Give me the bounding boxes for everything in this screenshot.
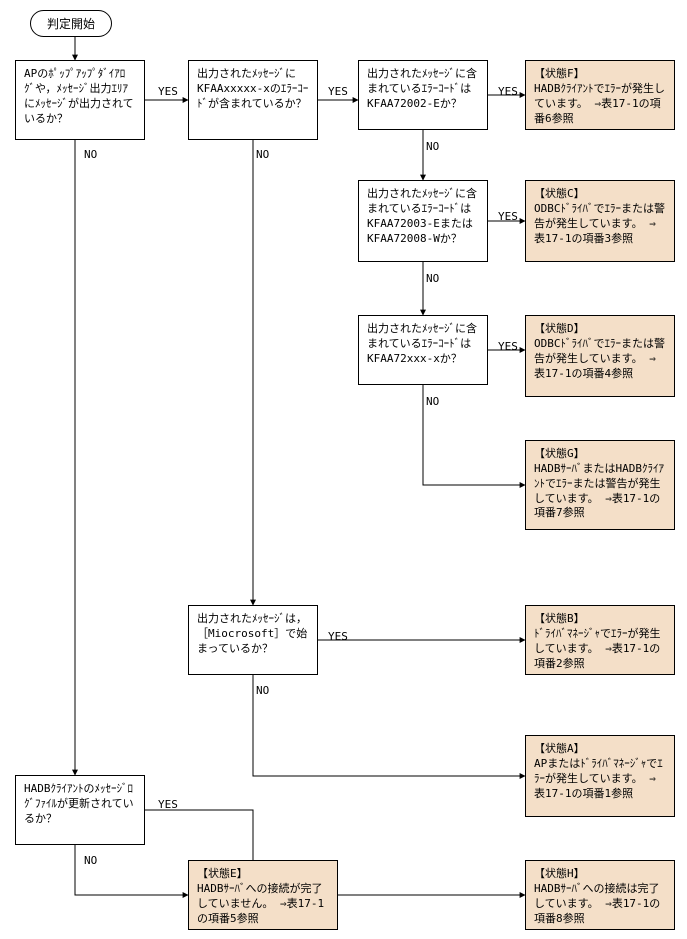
rc-title: 【状態C】 — [534, 187, 585, 200]
rd-title: 【状態D】 — [534, 322, 585, 335]
re-body: HADBｻｰﾊﾞへの接続が完了していません。 ⇒表17-1の項番5参照 — [197, 882, 324, 925]
q5-text: 出力されたﾒｯｾｰｼﾞに含まれているｴﾗｰｺｰﾄﾞはKFAA72xxx-xか？ — [367, 322, 477, 365]
label-q5-yes: YES — [498, 340, 518, 353]
result-d: 【状態D】 ODBCﾄﾞﾗｲﾊﾞでｴﾗｰまたは警告が発生しています。 ⇒表17-… — [525, 315, 675, 397]
result-e: 【状態E】 HADBｻｰﾊﾞへの接続が完了していません。 ⇒表17-1の項番5参… — [188, 860, 338, 930]
re-title: 【状態E】 — [197, 867, 248, 880]
label-q3-yes: YES — [498, 85, 518, 98]
decision-q4: 出力されたﾒｯｾｰｼﾞに含まれているｴﾗｰｺｰﾄﾞはKFAA72003-Eまたは… — [358, 180, 488, 262]
rg-body: HADBｻｰﾊﾞまたはHADBｸﾗｲｱﾝﾄでｴﾗｰまたは警告が発生しています。 … — [534, 462, 664, 520]
start-node: 判定開始 — [30, 10, 112, 37]
decision-q1: APのﾎﾟｯﾌﾟｱｯﾌﾟﾀﾞｲｱﾛｸﾞや，ﾒｯｾｰｼﾞ出力ｴﾘｱにﾒｯｾｰｼﾞが… — [15, 60, 145, 140]
rd-body: ODBCﾄﾞﾗｲﾊﾞでｴﾗｰまたは警告が発生しています。 ⇒表17-1の項番4参… — [534, 337, 665, 380]
decision-q5: 出力されたﾒｯｾｰｼﾞに含まれているｴﾗｰｺｰﾄﾞはKFAA72xxx-xか？ — [358, 315, 488, 385]
label-q6-yes: YES — [328, 630, 348, 643]
rc-body: ODBCﾄﾞﾗｲﾊﾞでｴﾗｰまたは警告が発生しています。 ⇒表17-1の項番3参… — [534, 202, 665, 245]
ra-title: 【状態A】 — [534, 742, 585, 755]
label-q1-yes: YES — [158, 85, 178, 98]
result-g: 【状態G】 HADBｻｰﾊﾞまたはHADBｸﾗｲｱﾝﾄでｴﾗｰまたは警告が発生し… — [525, 440, 675, 530]
decision-q6: 出力されたﾒｯｾｰｼﾞは，［Miocrosoft］で始まっているか？ — [188, 605, 318, 675]
result-c: 【状態C】 ODBCﾄﾞﾗｲﾊﾞでｴﾗｰまたは警告が発生しています。 ⇒表17-… — [525, 180, 675, 262]
decision-q2: 出力されたﾒｯｾｰｼﾞにKFAAxxxxx-xのｴﾗｰｺｰﾄﾞが含まれているか？ — [188, 60, 318, 140]
label-q7-no: NO — [84, 854, 97, 867]
label-q7-yes: YES — [158, 798, 178, 811]
q6-text: 出力されたﾒｯｾｰｼﾞは，［Miocrosoft］で始まっているか？ — [197, 612, 307, 655]
rh-body: HADBｻｰﾊﾞへの接続は完了しています。 ⇒表17-1の項番8参照 — [534, 882, 660, 925]
result-b: 【状態B】 ﾄﾞﾗｲﾊﾞﾏﾈｰｼﾞｬでｴﾗｰが発生しています。 ⇒表17-1の項… — [525, 605, 675, 675]
rf-body: HADBｸﾗｲｱﾝﾄでｴﾗｰが発生しています。 ⇒表17-1の項番6参照 — [534, 82, 665, 125]
rb-body: ﾄﾞﾗｲﾊﾞﾏﾈｰｼﾞｬでｴﾗｰが発生しています。 ⇒表17-1の項番2参照 — [534, 627, 661, 670]
ra-body: APまたはﾄﾞﾗｲﾊﾞﾏﾈｰｼﾞｬでｴﾗｰが発生しています。 ⇒表17-1の項番… — [534, 757, 663, 800]
rf-title: 【状態F】 — [534, 67, 585, 80]
rb-title: 【状態B】 — [534, 612, 585, 625]
label-q6-no: NO — [256, 684, 269, 697]
start-label: 判定開始 — [47, 17, 95, 31]
label-q3-no: NO — [426, 140, 439, 153]
q1-text: APのﾎﾟｯﾌﾟｱｯﾌﾟﾀﾞｲｱﾛｸﾞや，ﾒｯｾｰｼﾞ出力ｴﾘｱにﾒｯｾｰｼﾞが… — [24, 67, 134, 125]
rh-title: 【状態H】 — [534, 867, 585, 880]
result-h: 【状態H】 HADBｻｰﾊﾞへの接続は完了しています。 ⇒表17-1の項番8参照 — [525, 860, 675, 930]
label-q4-no: NO — [426, 272, 439, 285]
label-q2-no: NO — [256, 148, 269, 161]
q3-text: 出力されたﾒｯｾｰｼﾞに含まれているｴﾗｰｺｰﾄﾞはKFAA72002-Eか？ — [367, 67, 477, 110]
decision-q3: 出力されたﾒｯｾｰｼﾞに含まれているｴﾗｰｺｰﾄﾞはKFAA72002-Eか？ — [358, 60, 488, 130]
rg-title: 【状態G】 — [534, 447, 585, 460]
q7-text: HADBｸﾗｲｱﾝﾄのﾒｯｾｰｼﾞﾛｸﾞﾌｧｲﾙが更新されているか？ — [24, 782, 134, 825]
q2-text: 出力されたﾒｯｾｰｼﾞにKFAAxxxxx-xのｴﾗｰｺｰﾄﾞが含まれているか？ — [197, 67, 308, 110]
label-q2-yes: YES — [328, 85, 348, 98]
label-q4-yes: YES — [498, 210, 518, 223]
result-f: 【状態F】 HADBｸﾗｲｱﾝﾄでｴﾗｰが発生しています。 ⇒表17-1の項番6… — [525, 60, 675, 130]
q4-text: 出力されたﾒｯｾｰｼﾞに含まれているｴﾗｰｺｰﾄﾞはKFAA72003-Eまたは… — [367, 187, 477, 245]
result-a: 【状態A】 APまたはﾄﾞﾗｲﾊﾞﾏﾈｰｼﾞｬでｴﾗｰが発生しています。 ⇒表1… — [525, 735, 675, 817]
decision-q7: HADBｸﾗｲｱﾝﾄのﾒｯｾｰｼﾞﾛｸﾞﾌｧｲﾙが更新されているか？ — [15, 775, 145, 845]
label-q1-no: NO — [84, 148, 97, 161]
label-q5-no: NO — [426, 395, 439, 408]
